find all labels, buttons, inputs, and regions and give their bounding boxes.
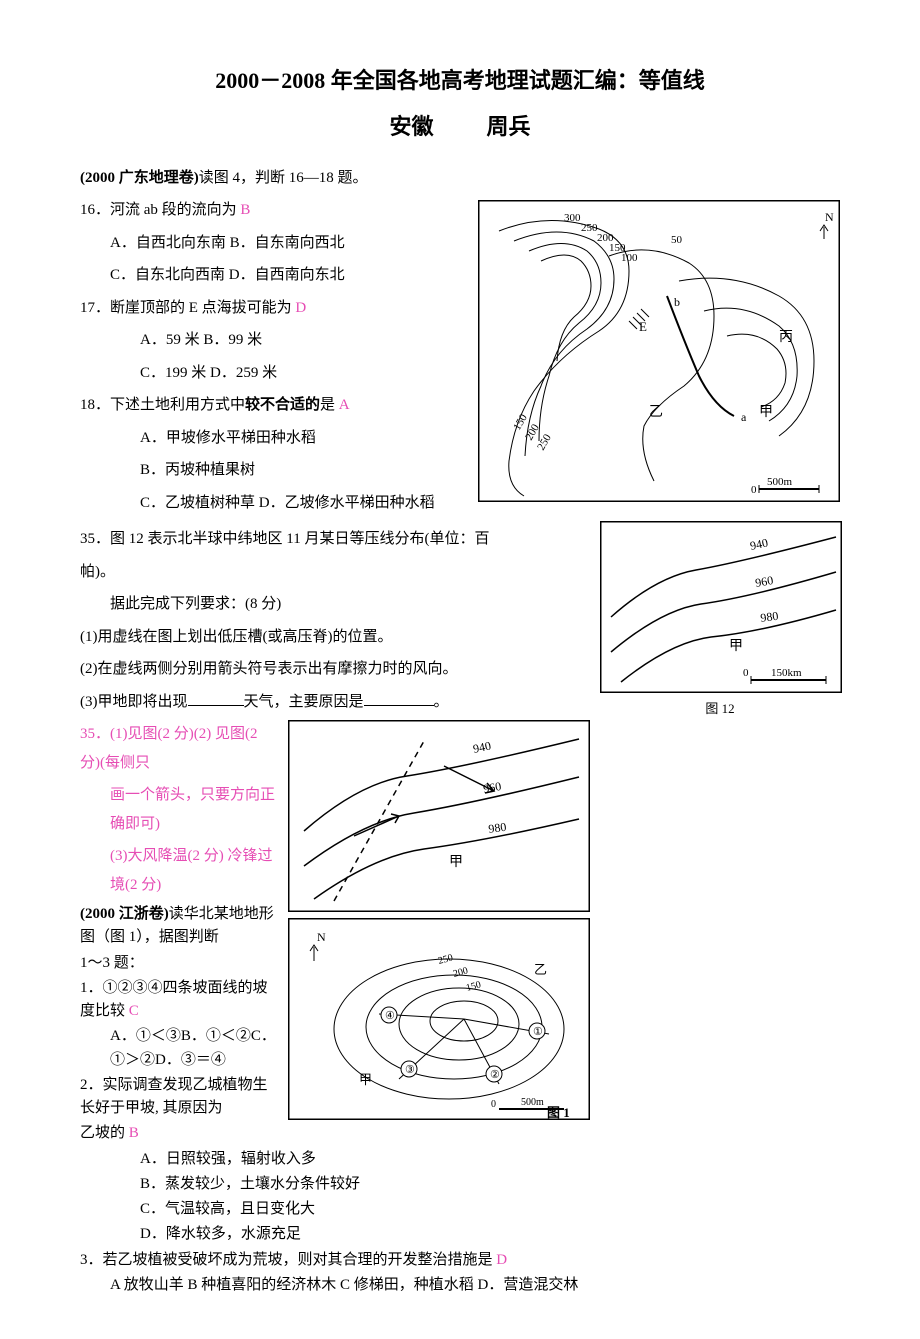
svg-text:③: ③ bbox=[405, 1064, 415, 1076]
svg-text:150km: 150km bbox=[771, 667, 802, 679]
svg-text:④: ④ bbox=[385, 1010, 395, 1022]
q18-answer: A bbox=[339, 397, 350, 413]
svg-text:250: 250 bbox=[581, 222, 598, 234]
svg-text:0: 0 bbox=[491, 1099, 496, 1110]
page-title-sub: 安徽 周兵 bbox=[80, 106, 840, 148]
jz-q2-optD: D．降水较多，水源充足 bbox=[80, 1223, 840, 1246]
section-2000gd-header: (2000 广东地理卷)读图 4，判断 16—18 题。 bbox=[80, 164, 840, 193]
isobar-svg: 940 960 980 甲 0 150km bbox=[601, 522, 841, 692]
title-region: 安徽 bbox=[389, 114, 433, 139]
jz-q2-optC: C．气温较高，且日变化大 bbox=[80, 1198, 840, 1221]
svg-text:图 1: 图 1 bbox=[547, 1105, 570, 1119]
q17-answer: D bbox=[295, 300, 306, 316]
source-tag-2000gd: (2000 广东地理卷) bbox=[80, 170, 199, 186]
svg-text:100: 100 bbox=[621, 252, 638, 264]
jz-q2-answer: B bbox=[129, 1125, 139, 1141]
jz-q3-answer: D bbox=[496, 1252, 507, 1268]
jz-q3-stem: 3．若乙坡植被受破坏成为荒坡，则对其合理的开发整治措施是 D bbox=[80, 1249, 840, 1272]
q35-sub3c: 。 bbox=[434, 694, 449, 710]
jz-q2-stem2: 乙坡的 B bbox=[80, 1122, 840, 1145]
svg-text:①: ① bbox=[533, 1026, 543, 1038]
figure-12-caption: 图 12 bbox=[600, 697, 840, 722]
jz-q3-stem-text: 3．若乙坡植被受破坏成为荒坡，则对其合理的开发整治措施是 bbox=[80, 1252, 496, 1268]
svg-text:980: 980 bbox=[487, 820, 507, 836]
svg-text:980: 980 bbox=[759, 609, 779, 625]
figure-map1: ① ② ③ ④ 甲 乙 250 200 150 N 0 500m 图 1 bbox=[288, 918, 590, 1120]
jz-q1-stem-text: 1．①②③④四条坡面线的坡度比较 bbox=[80, 980, 268, 1019]
figure-ans-and-map1: 940 960 980 甲 ① ② ③ ④ 甲 bbox=[288, 720, 588, 1120]
svg-text:E: E bbox=[639, 319, 647, 334]
svg-text:甲: 甲 bbox=[759, 405, 773, 420]
jz-q1-answer: C bbox=[129, 1003, 139, 1019]
svg-text:乙: 乙 bbox=[534, 962, 547, 977]
map1-svg: ① ② ③ ④ 甲 乙 250 200 150 N 0 500m 图 1 bbox=[289, 919, 589, 1119]
source-tag-2000jz: (2000 江浙卷) bbox=[80, 906, 169, 922]
svg-text:300: 300 bbox=[564, 212, 581, 224]
q35-sub3a: (3)甲地即将出现 bbox=[80, 694, 188, 710]
svg-text:500m: 500m bbox=[767, 476, 793, 488]
svg-text:甲: 甲 bbox=[449, 855, 463, 870]
svg-text:丙: 丙 bbox=[779, 330, 793, 345]
svg-text:0: 0 bbox=[751, 484, 757, 496]
svg-text:N: N bbox=[825, 210, 834, 224]
q17-stem-text: 17．断崖顶部的 E 点海拔可能为 bbox=[80, 300, 295, 316]
jz-q2-optB: B．蒸发较少，土壤水分条件较好 bbox=[80, 1173, 840, 1196]
svg-text:a: a bbox=[741, 410, 747, 424]
svg-text:500m: 500m bbox=[521, 1097, 544, 1108]
figure-12-answer: 940 960 980 甲 bbox=[288, 720, 590, 912]
contour-svg: 300 250 200 150 100 150 200 250 50 E 丙 乙… bbox=[479, 201, 839, 501]
blank-weather bbox=[188, 690, 244, 706]
jz-q2-stem2-text: 乙坡的 bbox=[80, 1125, 129, 1141]
q16-answer: B bbox=[240, 202, 250, 218]
figure-12: 940 960 980 甲 0 150km bbox=[600, 521, 842, 693]
svg-text:b: b bbox=[674, 295, 680, 309]
title-author: 周兵 bbox=[487, 114, 531, 139]
svg-text:②: ② bbox=[490, 1069, 500, 1081]
q18-stem-tail: 是 bbox=[320, 397, 339, 413]
svg-text:50: 50 bbox=[671, 234, 683, 246]
svg-text:0: 0 bbox=[743, 667, 749, 679]
figure-contour-map: 300 250 200 150 100 150 200 250 50 E 丙 乙… bbox=[478, 200, 840, 502]
q16-stem-text: 16．河流 ab 段的流向为 bbox=[80, 202, 240, 218]
q35-sub3b: 天气，主要原因是 bbox=[244, 694, 364, 710]
q18-stem-text: 18．下述土地利用方式中 bbox=[80, 397, 245, 413]
isobar-ans-svg: 940 960 980 甲 bbox=[289, 721, 589, 911]
q18-stem-bold: 较不合适的 bbox=[245, 397, 320, 413]
source-tag-rest: 读图 4，判断 16—18 题。 bbox=[199, 170, 368, 186]
svg-text:N: N bbox=[317, 930, 326, 944]
svg-text:甲: 甲 bbox=[359, 1072, 372, 1087]
figure-12-wrap: 940 960 980 甲 0 150km 图 12 bbox=[600, 521, 840, 722]
jz-q3-opts: A 放牧山羊 B 种植喜阳的经济林木 C 修梯田，种植水稻 D．营造混交林 bbox=[80, 1274, 840, 1297]
svg-text:甲: 甲 bbox=[729, 639, 743, 654]
jz-q2-optA: A．日照较强，辐射收入多 bbox=[80, 1148, 840, 1171]
svg-text:乙: 乙 bbox=[649, 404, 663, 420]
blank-reason bbox=[364, 690, 434, 706]
page-title-main: 2000－2008 年全国各地高考地理试题汇编：等值线 bbox=[80, 60, 840, 102]
